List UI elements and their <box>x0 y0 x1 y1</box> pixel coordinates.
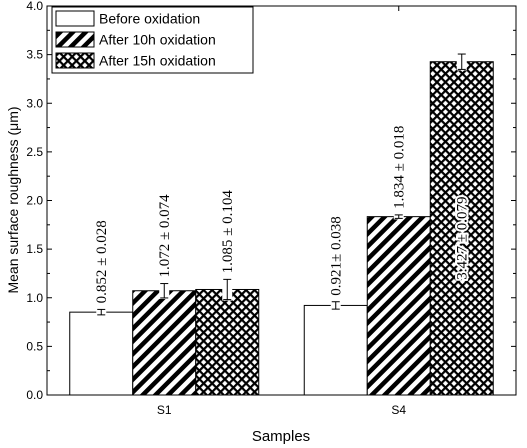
y-tick-label: 0.5 <box>26 339 43 353</box>
data-label: 0.852 ± 0.028 <box>94 220 110 303</box>
data-label: 1.085 ± 0.104 <box>220 190 236 274</box>
y-tick-label: 1.5 <box>26 242 43 256</box>
data-label: 3.427 ± 0.079 <box>455 196 471 279</box>
bar <box>429 61 494 396</box>
data-label: 0.921± 0.038 <box>329 216 345 295</box>
y-tick-label: 3.5 <box>26 48 43 62</box>
legend-label: After 15h oxidation <box>99 53 216 69</box>
y-axis-label: Mean surface roughness (μm) <box>5 106 21 293</box>
y-tick-label: 2.0 <box>26 194 43 208</box>
bars <box>69 53 494 396</box>
legend-swatch <box>55 31 95 48</box>
bar <box>366 216 431 396</box>
bar <box>69 311 134 396</box>
legend: Before oxidation After 10h oxidation After… <box>51 6 254 74</box>
bar <box>132 290 197 396</box>
y-tick-label: 0.0 <box>26 388 43 402</box>
bar <box>195 288 260 396</box>
y-tick-label: 4.0 <box>26 0 43 13</box>
x-tick-label: S4 <box>391 403 406 417</box>
data-label: 1.072 ± 0.074 <box>157 194 173 278</box>
bar <box>303 304 368 396</box>
y-tick-label: 2.5 <box>26 145 43 159</box>
legend-label: After 10h oxidation <box>99 32 216 48</box>
data-label: 1.834 ± 0.018 <box>392 126 408 209</box>
legend-swatch <box>55 52 95 69</box>
y-axis: 0.0 0.5 1.0 1.5 2.0 2.5 3.0 3.5 4.0 <box>26 0 516 402</box>
x-axis-label: Samples <box>252 428 310 445</box>
y-tick-label: 1.0 <box>26 291 43 305</box>
data-labels: 0.852 ± 0.028 1.072 ± 0.074 1.085 ± 0.104 0… <box>94 126 473 304</box>
y-tick-label: 3.0 <box>26 96 43 110</box>
legend-swatch <box>55 10 95 27</box>
legend-label: Before oxidation <box>99 11 200 27</box>
x-tick-label: S1 <box>157 403 172 417</box>
